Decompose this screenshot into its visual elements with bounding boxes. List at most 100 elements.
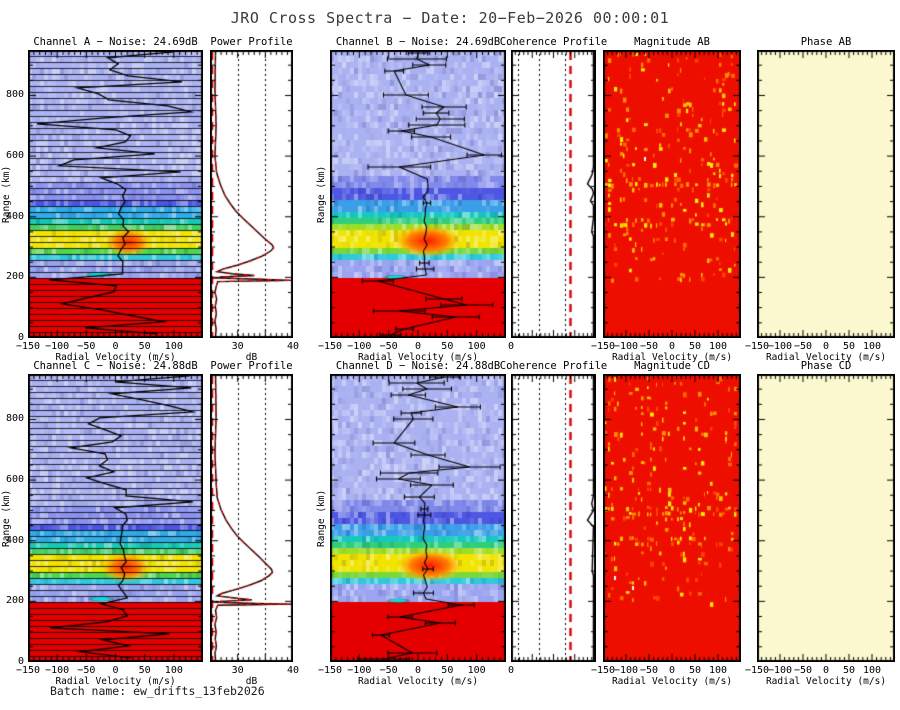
magnitude-cd-heatmap [603,374,741,662]
y-axis-label: Range (km) [1,489,12,547]
x-tick-label: −150 [15,665,41,676]
x-tick-label: 0 [112,341,119,352]
power-profile-ab [210,50,293,338]
x-tick-label: 50 [441,341,454,352]
x-tick-label: −150 [744,341,770,352]
x-tick-label: 50 [441,665,454,676]
x-tick-label: 0 [822,665,830,676]
panel-title: Coherence Profile [499,36,608,48]
x-tick-label: −150 [15,341,41,352]
x-tick-label: −150 [317,665,343,676]
phase-ab-heatmap [757,50,895,338]
x-tick-label: 100 [164,341,183,352]
x-tick-label: −50 [639,341,659,352]
figure-title: JRO Cross Spectra − Date: 20−Feb−2026 00… [230,9,670,27]
panel-title: Channel A − Noise: 24.69dB [33,36,198,48]
phase-cd-heatmap [757,374,895,662]
x-axis-label: Radial Velocity (m/s) [765,676,887,687]
x-tick-label: 0 [414,341,422,352]
x-tick-label: 0 [668,665,676,676]
x-tick-label: −100 [767,665,793,676]
y-tick-label: 800 [5,89,24,101]
y-tick-label: 200 [5,271,24,283]
x-tick-label: 50 [138,665,151,676]
x-tick-label: 100 [862,341,882,352]
y-tick-label: 200 [5,595,24,607]
batch-name-text: Batch name: ew_drifts_13feb2026 [50,684,265,698]
x-tick-label: −150 [744,665,770,676]
batch-name-label: Batch name: ew_drifts_13feb2026 [50,684,265,698]
x-axis-label: Radial Velocity (m/s) [55,352,176,363]
x-tick-label: −100 [45,341,70,352]
x-tick-label: −100 [613,341,639,352]
x-tick-label: 100 [862,665,882,676]
x-tick-label: −100 [347,341,372,352]
x-tick-label: 50 [688,341,702,352]
x-tick-label: −50 [793,665,813,676]
channel-c-spectrogram [28,374,203,662]
y-axis-label: Range (km) [316,489,327,547]
y-axis-label: Range (km) [316,165,327,223]
x-tick-label: 0 [507,341,515,352]
y-axis-label: Range (km) [1,165,12,223]
x-tick-label: −50 [77,665,96,676]
x-tick-label: 50 [842,341,856,352]
x-tick-label: 30 [231,665,244,676]
coherence-profile-ab [511,50,596,338]
x-tick-label: 50 [138,341,151,352]
magnitude-ab-heatmap [603,50,741,338]
x-tick-label: −100 [45,665,70,676]
x-tick-label: 50 [842,665,856,676]
x-tick-label: −100 [767,341,793,352]
x-tick-label: −50 [77,341,96,352]
y-tick-label: 0 [17,332,24,343]
x-tick-label: 40 [286,341,300,352]
x-axis-label: dB [245,676,258,687]
coherence-profile-cd [511,374,596,662]
y-tick-label: 600 [5,474,24,486]
x-tick-label: −150 [590,341,616,352]
x-tick-label: 0 [668,341,676,352]
x-tick-label: 100 [164,665,183,676]
x-tick-label: 50 [688,665,702,676]
panel-title: Channel C − Noise: 24.88dB [33,360,198,372]
x-tick-label: 30 [231,341,244,352]
panel-title: Power Profile [210,36,293,48]
x-tick-label: 40 [286,665,300,676]
x-tick-label: −50 [639,665,659,676]
x-axis-label: Radial Velocity (m/s) [357,676,479,687]
power-profile-cd [210,374,293,662]
panel-title: Phase AB [800,36,852,48]
x-axis-label: Radial Velocity (m/s) [611,676,733,687]
panel-title: Channel D − Noise: 24.88dB [335,360,501,372]
x-tick-label: 0 [112,665,119,676]
panel-title: Channel B − Noise: 24.69dB [335,36,501,48]
panel-title: Coherence Profile [499,360,608,372]
x-tick-label: 100 [467,665,486,676]
y-tick-label: 400 [5,534,24,546]
y-tick-label: 0 [17,656,24,667]
x-tick-label: −100 [347,665,372,676]
x-tick-label: 0 [822,341,830,352]
x-axis-label: dB [245,352,258,363]
x-tick-label: 0 [414,665,422,676]
x-tick-label: 0 [507,665,515,676]
x-tick-label: 100 [708,665,728,676]
channel-b-spectrogram [330,50,506,338]
panel-title: Power Profile [210,360,293,372]
panel-title: Phase CD [800,360,852,372]
x-tick-label: −50 [379,665,398,676]
y-tick-label: 600 [5,150,24,162]
x-tick-label: 100 [708,341,728,352]
x-axis-label: Radial Velocity (m/s) [765,352,887,363]
x-tick-label: 100 [467,341,486,352]
x-tick-label: −150 [590,665,616,676]
x-tick-label: −100 [613,665,639,676]
x-tick-label: −150 [317,341,343,352]
x-tick-label: −50 [379,341,398,352]
channel-d-spectrogram [330,374,506,662]
x-axis-label: Radial Velocity (m/s) [55,676,176,687]
y-tick-label: 800 [5,413,24,425]
